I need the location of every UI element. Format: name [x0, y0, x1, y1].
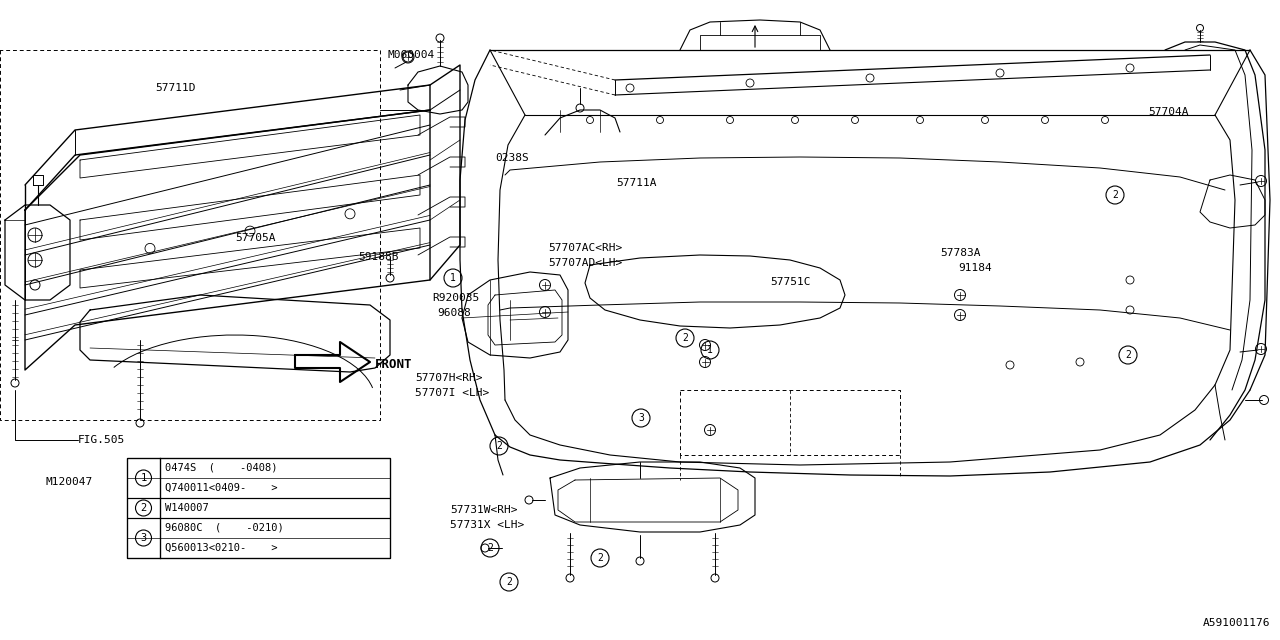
Text: A591001176: A591001176	[1202, 618, 1270, 628]
Text: M060004: M060004	[388, 50, 435, 60]
Text: 96080C  (    -0210): 96080C ( -0210)	[165, 523, 284, 533]
Text: 3: 3	[637, 413, 644, 423]
Text: 0238S: 0238S	[495, 153, 529, 163]
Circle shape	[403, 52, 413, 62]
Text: 57707H<RH>: 57707H<RH>	[415, 373, 483, 383]
Text: 2: 2	[141, 503, 147, 513]
Text: 2: 2	[1125, 350, 1132, 360]
Text: FIG.505: FIG.505	[78, 435, 125, 445]
Text: 2: 2	[488, 543, 493, 553]
Text: FRONT: FRONT	[375, 358, 412, 371]
Text: 57731W<RH>: 57731W<RH>	[451, 505, 517, 515]
Text: 1: 1	[451, 273, 456, 283]
Bar	[127, 518, 390, 558]
Text: 91184: 91184	[957, 263, 992, 273]
Text: W140007: W140007	[165, 503, 209, 513]
Text: 1: 1	[141, 473, 147, 483]
Text: 2: 2	[682, 333, 687, 343]
Text: 57707AD<LH>: 57707AD<LH>	[548, 258, 622, 268]
Text: 57707I <LH>: 57707I <LH>	[415, 388, 489, 398]
Text: 0474S  (    -0408): 0474S ( -0408)	[165, 463, 278, 473]
Text: 2: 2	[497, 441, 502, 451]
Text: 2: 2	[1112, 190, 1117, 200]
Text: 57783A: 57783A	[940, 248, 980, 258]
Text: 57751C: 57751C	[771, 277, 810, 287]
Bar	[127, 498, 390, 518]
Text: 57711D: 57711D	[155, 83, 196, 93]
Text: 57704A: 57704A	[1148, 107, 1189, 117]
Text: 57705A: 57705A	[236, 233, 275, 243]
Text: 57711A: 57711A	[616, 178, 657, 188]
Text: 1: 1	[707, 345, 713, 355]
Text: 3: 3	[141, 533, 147, 543]
Bar	[127, 458, 390, 498]
Text: 96088: 96088	[436, 308, 471, 318]
Text: R920035: R920035	[433, 293, 479, 303]
Text: Q740011<0409-    >: Q740011<0409- >	[165, 483, 278, 493]
Text: Q560013<0210-    >: Q560013<0210- >	[165, 543, 278, 553]
Text: 2: 2	[506, 577, 512, 587]
Text: 59188B: 59188B	[358, 252, 398, 262]
Bar	[127, 458, 390, 558]
Text: M120047: M120047	[45, 477, 92, 487]
Text: 57707AC<RH>: 57707AC<RH>	[548, 243, 622, 253]
Text: 57731X <LH>: 57731X <LH>	[451, 520, 525, 530]
Text: 2: 2	[596, 553, 603, 563]
